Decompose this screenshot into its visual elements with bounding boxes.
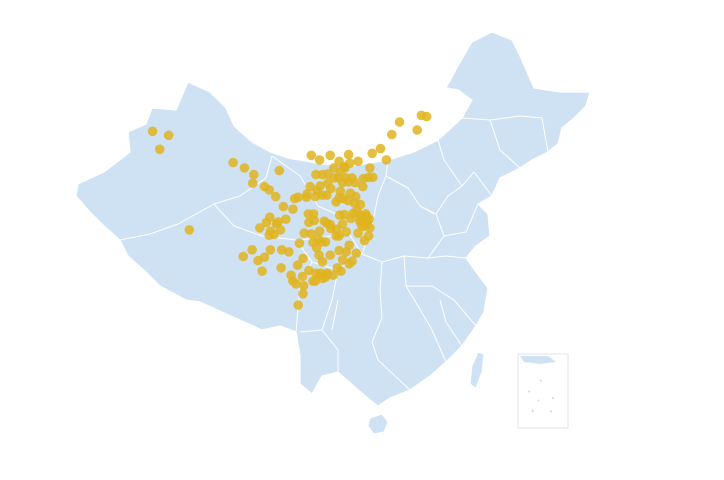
city-dot [412,125,423,135]
city-dot [347,256,357,267]
city-dot [294,238,305,248]
city-dot [270,191,281,202]
city-dot [325,150,336,161]
city-dot [298,281,309,291]
city-dot [154,144,165,155]
city-dot [340,163,350,173]
city-dot [346,213,356,224]
city-dot [387,129,397,140]
city-dot [325,250,336,260]
city-dot [257,266,267,277]
city-dot [343,149,354,160]
city-dot [394,117,405,127]
hainan-island-shape [367,413,389,435]
city-dot [334,245,344,256]
city-dot [254,223,265,233]
city-dot [375,143,386,154]
city-dot [343,195,353,206]
city-dot [249,169,259,180]
city-dot [381,155,392,165]
city-dot [288,276,298,286]
city-dot [353,228,363,238]
city-dot [363,231,374,241]
city-dot [306,150,317,161]
city-dot [238,251,248,262]
city-dot [334,210,345,220]
city-dot [184,225,195,235]
city-dot [337,254,348,265]
city-dot [308,237,318,248]
city-dot [265,226,276,236]
city-dot [247,245,257,255]
city-dot [358,173,369,184]
city-dot [317,169,328,180]
city-dot [264,185,275,195]
city-dot [360,213,371,223]
city-dot [353,156,363,167]
city-dot [365,163,375,173]
city-dot [314,226,325,236]
city-dot [305,181,315,192]
city-dot [276,263,286,273]
city-dot [351,248,362,258]
city-dot [312,185,323,196]
city-dot [293,192,304,202]
city-dot [288,204,298,214]
city-dot [326,183,336,194]
city-dot-layer [147,110,432,310]
city-dot [265,212,275,222]
city-dot [228,157,238,168]
city-dot [332,263,343,273]
city-dot [247,178,258,188]
city-dot [302,189,312,199]
city-dot [328,270,339,281]
city-dot [292,260,303,271]
city-dot [299,228,310,238]
city-dot [298,289,308,299]
city-dot [293,300,304,310]
city-dot [331,224,342,234]
city-dot [304,265,314,276]
city-dot [344,240,355,250]
city-dot [273,217,283,227]
city-dot [304,217,314,228]
city-dot [306,229,317,239]
city-dot [368,172,378,183]
south-china-sea-inset [517,353,569,429]
mainland-china-shape [75,31,591,407]
city-dot [298,253,308,264]
city-dot [274,165,285,176]
city-dot [334,193,344,203]
city-dot [281,214,291,224]
city-dot [278,201,289,212]
city-dot [284,247,294,257]
city-dot [147,126,158,137]
city-dot [239,163,250,173]
city-dot [367,148,378,159]
city-dot [341,227,352,237]
city-dot [297,271,308,282]
city-dot [265,245,276,255]
city-dot [358,181,368,192]
city-dot [317,257,328,267]
city-dot [314,155,325,165]
city-dot [421,111,432,122]
city-dot [259,252,270,262]
taiwan-island-shape [469,351,485,389]
city-dot [350,177,360,188]
city-dot [163,130,174,141]
city-dot [320,237,331,247]
